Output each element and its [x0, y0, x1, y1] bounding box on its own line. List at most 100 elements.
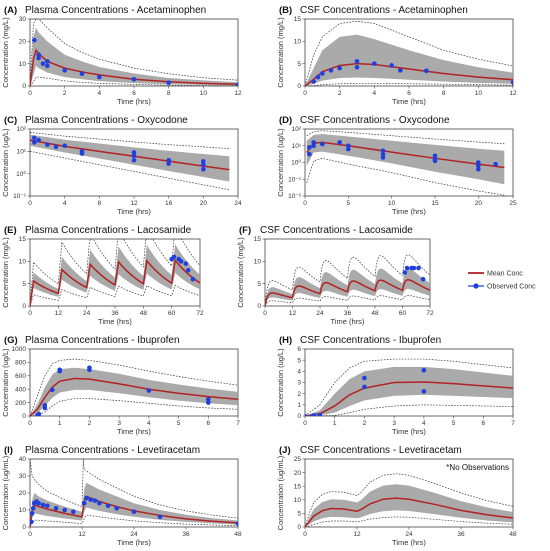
y-tick-label: 4 [297, 369, 301, 376]
panel-letter: (C) [4, 115, 17, 126]
panel-letter: (F) [239, 225, 251, 236]
x-tick-label: 0 [28, 200, 32, 207]
observed-point [84, 495, 89, 501]
legend-observed-label: Observed Conc [487, 284, 536, 291]
ci-lower-line [305, 516, 513, 527]
observed-point [346, 146, 351, 152]
ci-upper-line [30, 358, 238, 416]
observed-point [53, 506, 59, 511]
panel-f: (F) CSF Concentrations - Lacosamide 0 12 24 3… [236, 225, 434, 326]
observed-point [97, 500, 102, 506]
x-tick-label: 24 [316, 310, 324, 317]
observed-point [315, 74, 321, 80]
observed-point [131, 150, 137, 155]
panel-title: Plasma Concentrations - Acetaminophen [25, 5, 206, 16]
x-axis-label: Time (hrs) [98, 317, 132, 326]
y-axis-label: Concentration (mg/L) [236, 237, 245, 308]
y-axis-label: Concentration (ug/L) [276, 348, 285, 417]
observed-point [185, 267, 191, 273]
y-tick-label: 10⁰ [16, 170, 26, 178]
ci-upper-line [305, 20, 513, 86]
observed-point [32, 37, 37, 43]
observed-point [311, 413, 317, 416]
y-tick-label: 10⁻¹ [13, 193, 27, 200]
observed-point [307, 145, 312, 150]
prediction-band [305, 34, 513, 86]
x-tick-label: 8 [98, 200, 102, 207]
y-tick-label: 1000 [12, 346, 27, 353]
observed-point [380, 148, 386, 154]
x-tick-label: 72 [426, 310, 434, 317]
observed-point [201, 166, 206, 172]
x-tick-label: 4 [422, 420, 426, 427]
panel-i: (I) Plasma Concentrations - Levetiracetam… [1, 445, 242, 547]
plot-content [305, 473, 513, 527]
x-tick-label: 3 [117, 420, 121, 427]
y-tick-label: 20 [19, 490, 27, 497]
panel-letter: (D) [279, 115, 292, 126]
panel-h: (H) CSF Concentrations - Ibuprofen 0 1 2 3 4 5 6… [276, 335, 515, 436]
y-tick-label: 10 [19, 507, 27, 514]
x-tick-label: 72 [196, 310, 204, 317]
observed-point [354, 59, 360, 64]
plot-content [305, 358, 513, 416]
x-tick-label: 10 [475, 90, 483, 97]
panel-letter: (I) [4, 445, 13, 456]
x-tick-label: 4 [373, 90, 377, 97]
prediction-band [305, 484, 513, 527]
observed-point [235, 82, 238, 86]
observed-point [493, 161, 498, 167]
observed-point [420, 276, 426, 282]
prediction-band [30, 244, 200, 306]
observed-point [36, 500, 41, 506]
observed-point [317, 412, 323, 416]
y-tick-label: 800 [15, 360, 26, 367]
x-tick-label: 0 [303, 531, 307, 538]
observed-point [398, 68, 403, 73]
observed-point [105, 503, 111, 509]
x-tick-label: 12 [130, 200, 138, 207]
x-tick-label: 36 [457, 531, 465, 538]
observed-point [131, 77, 137, 82]
panel-letter: (G) [4, 335, 18, 346]
x-axis-label: Time (hrs) [117, 427, 151, 436]
observed-point [53, 144, 59, 150]
observed-point [32, 140, 37, 145]
panel-a: (A) Plasma Concentrations - Acetaminophen… [1, 5, 242, 106]
plot-content [30, 459, 238, 527]
observed-point [79, 71, 85, 77]
observed-point [416, 265, 421, 271]
observed-point [49, 387, 55, 393]
x-axis-label: Time (hrs) [392, 538, 426, 547]
y-tick-label: 15 [294, 16, 302, 23]
ci-lower-line [30, 284, 200, 306]
y-tick-label: 20 [294, 470, 302, 477]
mean-line [265, 278, 430, 306]
panel-g: (G) Plasma Concentrations - Ibuprofen 0 1 2 3… [1, 335, 240, 436]
observed-point [131, 509, 137, 514]
y-tick-label: 200 [15, 400, 26, 407]
observed-point [476, 160, 481, 165]
x-tick-label: 25 [509, 200, 517, 207]
y-tick-label: 6 [297, 346, 301, 353]
x-tick-label: 0 [303, 420, 307, 427]
y-tick-label: 15 [19, 236, 27, 243]
x-axis-label: Time (hrs) [117, 538, 151, 547]
observed-point [432, 156, 438, 162]
x-axis-label: Time (hrs) [117, 207, 151, 216]
x-tick-label: 15 [431, 200, 439, 207]
y-tick-label: 0 [22, 303, 26, 310]
x-tick-label: 24 [234, 200, 242, 207]
ci-upper-line [305, 358, 513, 416]
x-tick-label: 16 [165, 200, 173, 207]
x-axis-label: Time (hrs) [331, 317, 365, 326]
observed-point [510, 80, 513, 85]
y-tick-label: 600 [15, 373, 26, 380]
y-tick-label: 0 [297, 413, 301, 420]
y-tick-label: 3 [297, 380, 301, 387]
x-tick-label: 10 [200, 90, 208, 97]
plot-content [305, 20, 513, 86]
panel-c: (C) Plasma Concentrations - Oxycodone 0 4 8 1… [1, 115, 242, 216]
observed-point [45, 59, 50, 64]
observed-point [372, 61, 377, 66]
